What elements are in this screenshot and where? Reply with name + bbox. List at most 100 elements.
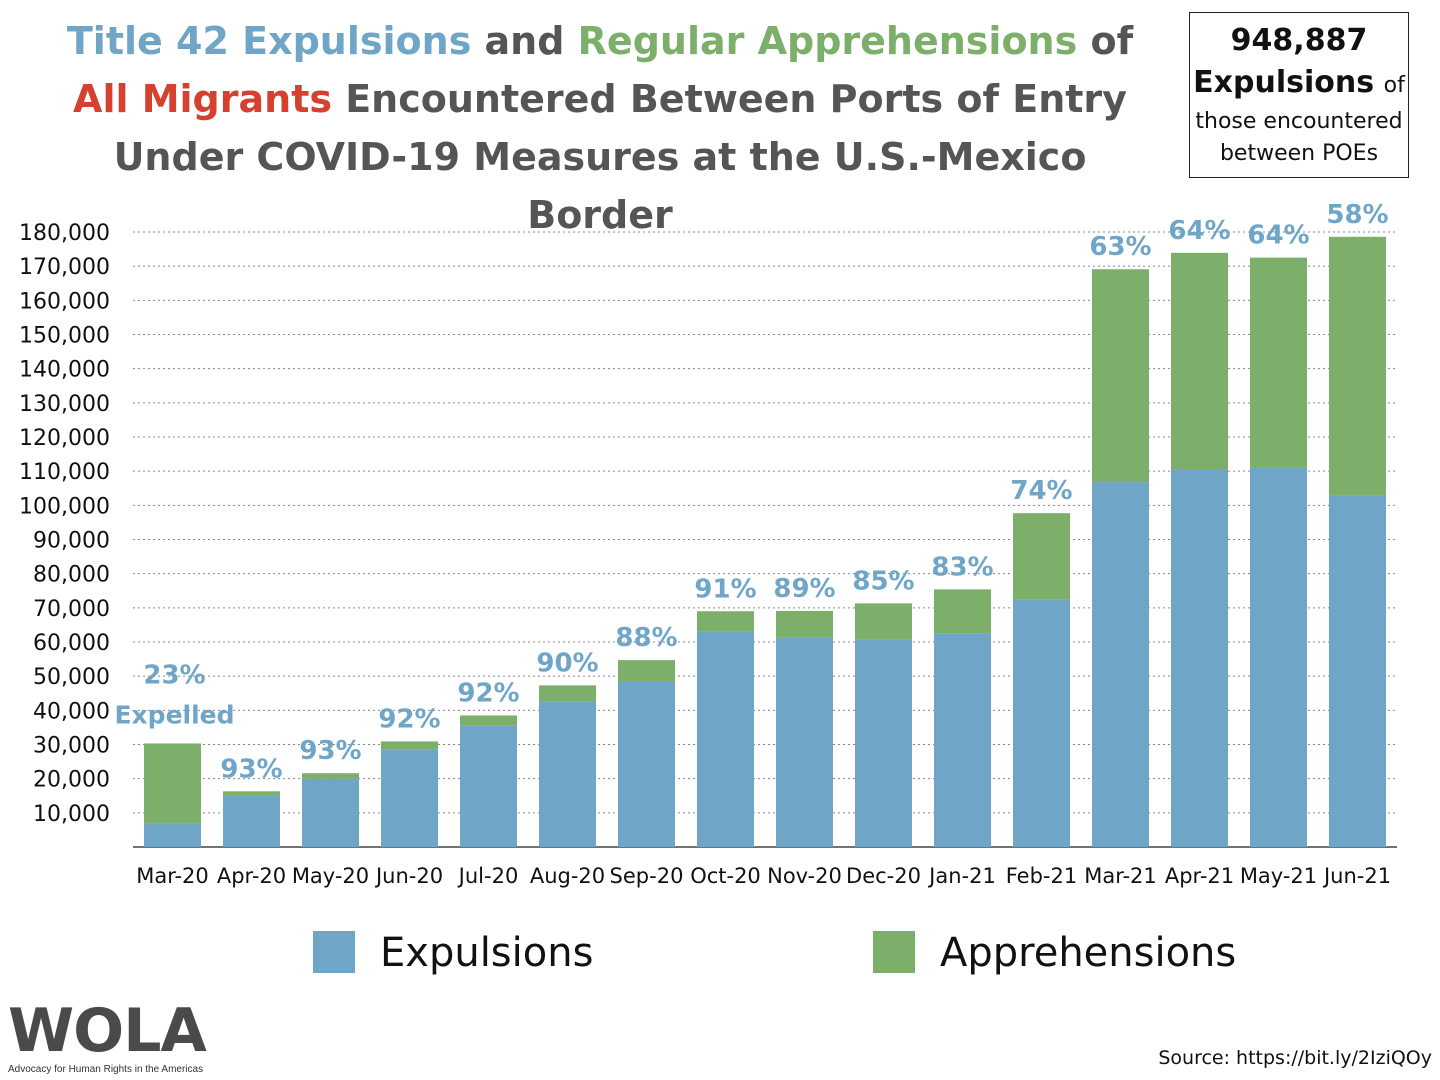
bar-apprehensions bbox=[302, 773, 359, 779]
y-tick-label: 10,000 bbox=[33, 802, 110, 827]
x-axis: Mar-20 Apr-20 May-20 Jun-20 Jul-20 Aug-20 Sep-… bbox=[136, 864, 1391, 888]
title-rest: Encountered Between Ports of Entry Under… bbox=[113, 77, 1127, 237]
x-tick-label: Apr-21 bbox=[1165, 864, 1234, 888]
bar-expulsions bbox=[776, 637, 833, 847]
bar-percent-label: 23% bbox=[143, 660, 205, 690]
title-all-migrants: All Migrants bbox=[73, 77, 332, 121]
bar-percent-label: 92% bbox=[378, 704, 440, 734]
bar-percent-label: 92% bbox=[457, 678, 519, 708]
y-tick-label: 20,000 bbox=[33, 768, 110, 793]
legend-label-apprehensions: Apprehensions bbox=[940, 930, 1236, 976]
x-tick-label: Oct-20 bbox=[690, 864, 761, 888]
bars bbox=[144, 236, 1386, 847]
x-tick-label: Nov-20 bbox=[767, 864, 842, 888]
x-tick-label: Apr-20 bbox=[217, 864, 286, 888]
bar-expulsions bbox=[144, 823, 201, 847]
title-expulsions: Title 42 Expulsions bbox=[66, 19, 472, 63]
x-tick-label: Dec-20 bbox=[846, 864, 921, 888]
source-note: Source: https://bit.ly/2IziQOy bbox=[1158, 1047, 1432, 1069]
bar-expulsions bbox=[302, 778, 359, 847]
bar-apprehensions bbox=[934, 589, 991, 634]
y-tick-label: 140,000 bbox=[19, 358, 110, 383]
bar-percent-label: 64% bbox=[1247, 221, 1309, 251]
legend-label-expulsions: Expulsions bbox=[380, 930, 593, 976]
bar-expulsions bbox=[1171, 469, 1228, 847]
gridlines bbox=[133, 231, 1397, 848]
x-tick-label: Aug-20 bbox=[530, 864, 605, 888]
bar-expulsions bbox=[1092, 482, 1149, 847]
callout-number: 948,887 bbox=[1230, 23, 1368, 58]
bar-apprehensions bbox=[1250, 257, 1307, 468]
bar-apprehensions bbox=[1171, 252, 1228, 470]
y-tick-label: 160,000 bbox=[19, 289, 110, 314]
callout-of: of bbox=[1383, 73, 1405, 98]
bar-apprehensions bbox=[460, 715, 517, 726]
bar-expulsions bbox=[697, 631, 754, 847]
chart-title: Title 42 Expulsions and Regular Apprehen… bbox=[40, 12, 1160, 244]
y-tick-label: 150,000 bbox=[19, 324, 110, 349]
wola-logo: WOLA Advocacy for Human Rights in the Am… bbox=[8, 1000, 207, 1075]
bar-percent-label: 58% bbox=[1326, 200, 1388, 230]
bar-apprehensions bbox=[539, 685, 596, 702]
x-tick-label: May-20 bbox=[292, 864, 369, 888]
bar-expulsions bbox=[618, 681, 675, 847]
bar-percent-label: 64% bbox=[1168, 216, 1230, 246]
callout-line4: between POEs bbox=[1219, 141, 1379, 166]
bar-expulsions bbox=[381, 749, 438, 847]
y-tick-label: 50,000 bbox=[33, 665, 110, 690]
y-axis: 10,000 20,000 30,000 40,000 50,000 60,000 70,0… bbox=[19, 221, 110, 827]
title-and: and bbox=[471, 19, 578, 63]
bar-apprehensions bbox=[618, 660, 675, 682]
bar-percent-label: 63% bbox=[1089, 232, 1151, 262]
y-tick-label: 180,000 bbox=[19, 221, 110, 246]
title-of: of bbox=[1077, 19, 1134, 63]
stacked-bar-chart: 10,000 20,000 30,000 40,000 50,000 60,000 70,0… bbox=[19, 200, 1397, 976]
bar-apprehensions bbox=[144, 743, 201, 824]
title-apprehensions: Regular Apprehensions bbox=[577, 19, 1078, 63]
y-tick-label: 130,000 bbox=[19, 392, 110, 417]
logo-tagline: Advocacy for Human Rights in the America… bbox=[8, 1064, 204, 1075]
y-tick-label: 100,000 bbox=[19, 494, 110, 519]
bar-apprehensions bbox=[1013, 513, 1070, 600]
bar-apprehensions bbox=[697, 611, 754, 632]
callout-line3: those encountered bbox=[1195, 109, 1403, 134]
bar-percent-label: 93% bbox=[220, 754, 282, 784]
bar-apprehensions bbox=[855, 603, 912, 640]
bar-expulsions bbox=[223, 795, 280, 847]
x-tick-label: May-21 bbox=[1240, 864, 1317, 888]
legend-swatch-apprehensions bbox=[873, 931, 915, 973]
bar-percent-label: 89% bbox=[773, 574, 835, 604]
x-tick-label: Jun-21 bbox=[1322, 864, 1391, 888]
bar-expulsions bbox=[539, 701, 596, 847]
bar-percent-label: 93% bbox=[299, 736, 361, 766]
legend-swatch-expulsions bbox=[313, 931, 355, 973]
y-tick-label: 60,000 bbox=[33, 631, 110, 656]
y-tick-label: 170,000 bbox=[19, 255, 110, 280]
bar-expelled-label: Expelled bbox=[114, 700, 234, 729]
bar-percent-labels: 23% Expelled 93% 93% 92% 92% 90% 88% 91% 89% 85% 83… bbox=[114, 200, 1388, 785]
y-tick-label: 120,000 bbox=[19, 426, 110, 451]
total-expulsions-callout: 948,887 Expulsions of those encountered … bbox=[1189, 12, 1409, 178]
bar-expulsions bbox=[1250, 467, 1307, 847]
legend: Expulsions Apprehensions bbox=[313, 930, 1236, 976]
x-tick-label: Jan-21 bbox=[927, 864, 996, 888]
x-tick-label: Jul-20 bbox=[457, 864, 519, 888]
bar-apprehensions bbox=[776, 610, 833, 638]
bar-percent-label: 90% bbox=[536, 648, 598, 678]
bar-expulsions bbox=[934, 633, 991, 847]
bar-apprehensions bbox=[381, 741, 438, 750]
y-tick-label: 80,000 bbox=[33, 563, 110, 588]
bar-expulsions bbox=[1013, 599, 1070, 847]
x-tick-label: Feb-21 bbox=[1006, 864, 1077, 888]
bar-percent-label: 91% bbox=[694, 574, 756, 604]
bar-expulsions bbox=[1329, 495, 1386, 847]
bar-apprehensions bbox=[1329, 236, 1386, 496]
x-tick-label: Mar-20 bbox=[136, 864, 209, 888]
y-tick-label: 110,000 bbox=[19, 460, 110, 485]
callout-line2: Expulsions of bbox=[1190, 63, 1408, 106]
bar-percent-label: 88% bbox=[615, 623, 677, 653]
bar-apprehensions bbox=[1092, 269, 1149, 483]
bar-percent-label: 85% bbox=[852, 566, 914, 596]
callout-bold-word: Expulsions bbox=[1193, 65, 1375, 100]
y-tick-label: 70,000 bbox=[33, 597, 110, 622]
